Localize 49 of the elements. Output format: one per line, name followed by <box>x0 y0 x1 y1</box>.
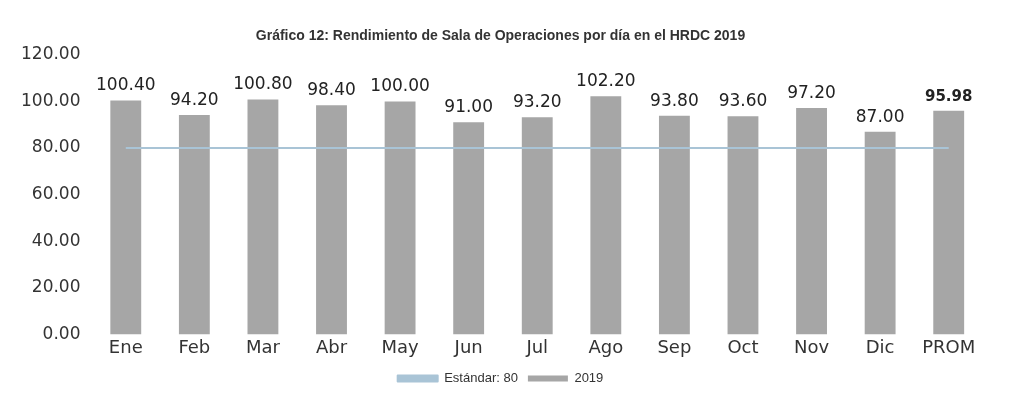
data-label: 93.60 <box>718 90 768 111</box>
bar <box>727 116 759 335</box>
data-label: 91.00 <box>444 96 493 117</box>
x-tick-label: Ago <box>588 335 624 357</box>
bar <box>796 107 827 335</box>
y-tick-label: 80.00 <box>31 136 81 157</box>
y-tick-label: 0.00 <box>42 322 81 343</box>
bar <box>316 105 347 335</box>
y-tick-label: 40.00 <box>31 229 81 250</box>
data-label: 100.80 <box>233 73 293 94</box>
x-tick-label: Dic <box>865 335 895 357</box>
data-label: 93.20 <box>512 91 562 112</box>
x-tick-label: May <box>381 335 420 357</box>
data-label: 93.80 <box>650 89 699 110</box>
data-label: 87.00 <box>855 105 905 126</box>
x-tick-label: Jun <box>453 335 483 357</box>
bar <box>247 99 279 335</box>
chart-title: Gráfico 12: Rendimiento de Sala de Operaciones por día en el HRDC 2019 <box>255 27 746 44</box>
data-label: 102.20 <box>576 70 636 91</box>
bar <box>110 100 142 335</box>
legend-label: 2019 <box>574 370 604 386</box>
x-tick-label: Feb <box>178 335 211 357</box>
bar <box>658 115 690 335</box>
x-tick-label: Ene <box>108 335 143 357</box>
bar <box>384 101 416 335</box>
data-label: 100.00 <box>370 75 430 96</box>
bar <box>453 122 485 335</box>
legend-label: Estándar: 80 <box>444 370 518 386</box>
x-tick-label: PROM <box>922 335 976 357</box>
y-tick-label: 100.00 <box>21 89 81 110</box>
y-tick-label: 120.00 <box>21 43 81 64</box>
x-tick-label: Oct <box>727 335 759 357</box>
x-tick-label: Sep <box>657 335 692 357</box>
x-tick-label: Jul <box>525 335 549 357</box>
bar <box>178 114 210 335</box>
bar <box>521 117 553 335</box>
data-label: 95.98 <box>924 87 973 106</box>
bar <box>864 131 896 335</box>
bar <box>590 96 622 335</box>
x-tick-label: Mar <box>245 335 281 357</box>
data-label: 100.40 <box>96 74 156 95</box>
y-tick-label: 20.00 <box>31 276 81 297</box>
data-label: 97.20 <box>787 81 836 102</box>
x-tick-label: Abr <box>315 335 348 357</box>
x-tick-label: Nov <box>793 335 830 357</box>
data-label: 98.40 <box>307 79 356 100</box>
y-tick-label: 60.00 <box>31 183 81 204</box>
bar <box>933 110 965 335</box>
data-label: 94.20 <box>170 88 219 109</box>
